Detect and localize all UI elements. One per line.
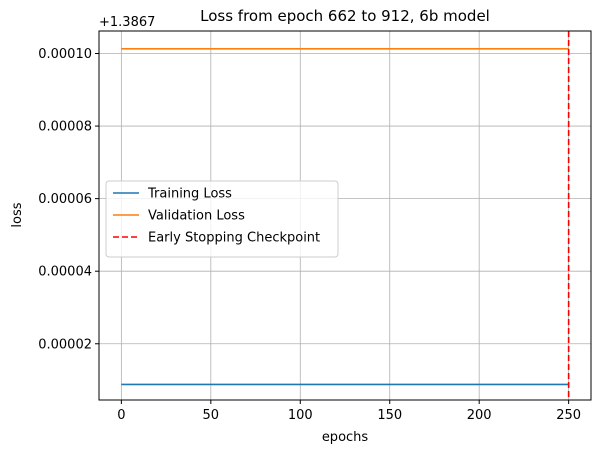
y-tick-label: 0.00008 xyxy=(38,120,92,135)
y-tick-label: 0.00010 xyxy=(38,47,92,62)
plot-series xyxy=(121,31,570,400)
chart-title: Loss from epoch 662 to 912, 6b model xyxy=(200,7,490,25)
x-tick-label: 200 xyxy=(467,408,492,423)
x-tick-label: 0 xyxy=(117,408,125,423)
legend-label-training-loss: Training Loss xyxy=(147,187,232,202)
legend-label-validation-loss: Validation Loss xyxy=(148,209,245,224)
x-tick-label: 50 xyxy=(203,408,220,423)
y-axis-ticks: 0.00002 0.00004 0.00006 0.00008 0.00010 xyxy=(38,47,99,352)
x-axis-ticks: 0 50 100 150 200 250 xyxy=(117,400,581,423)
y-tick-label: 0.00006 xyxy=(38,192,92,207)
x-axis-label: epochs xyxy=(322,430,369,445)
y-tick-label: 0.00004 xyxy=(38,265,92,280)
legend-label-early-stopping: Early Stopping Checkpoint xyxy=(148,231,320,246)
x-tick-label: 150 xyxy=(377,408,402,423)
x-tick-label: 250 xyxy=(556,408,581,423)
y-axis-label: loss xyxy=(10,202,25,227)
y-offset-text: +1.3867 xyxy=(99,15,155,30)
plot-frame xyxy=(98,30,592,401)
legend-box xyxy=(105,180,339,258)
x-tick-label: 100 xyxy=(288,408,313,423)
y-tick-label: 0.00002 xyxy=(38,337,92,352)
legend: Training Loss Validation Loss Early Stoppi… xyxy=(105,180,339,258)
